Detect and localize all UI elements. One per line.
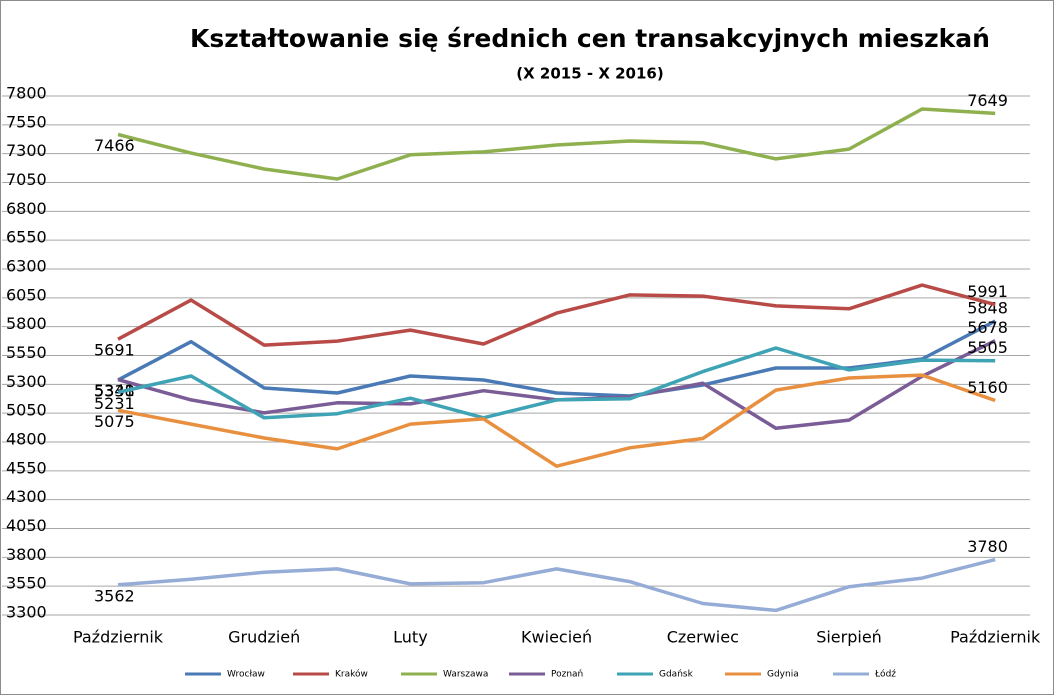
- data-label: 3780: [967, 537, 1008, 556]
- legend-label: Kraków: [335, 669, 368, 680]
- legend-label: Poznań: [551, 670, 583, 680]
- y-tick-label: 7550: [6, 112, 47, 131]
- x-tick-label: Kwiecień: [521, 628, 592, 647]
- y-tick-label: 5050: [6, 401, 47, 420]
- series-line: [117, 319, 997, 398]
- legend-label: Łódź: [874, 669, 896, 680]
- y-tick-label: 6800: [6, 199, 47, 218]
- series-line: [117, 107, 996, 181]
- x-tick-label: Luty: [393, 628, 428, 647]
- y-tick-label: 7050: [6, 170, 47, 189]
- y-tick-label: 5800: [6, 314, 47, 333]
- y-tick-label: 4800: [6, 430, 47, 449]
- data-label: 5848: [967, 299, 1008, 318]
- data-label: 5678: [967, 318, 1008, 337]
- y-tick-label: 6050: [6, 285, 47, 304]
- y-tick-label: 5550: [6, 343, 47, 362]
- data-label: 5160: [967, 378, 1008, 397]
- x-tick-label: Październik: [950, 628, 1041, 647]
- series-line: [117, 283, 996, 347]
- series-line: [117, 346, 996, 420]
- legend-label: Gdynia: [767, 670, 799, 680]
- y-tick-label: 6300: [6, 257, 47, 276]
- chart-title: Kształtowanie się średnich cen transakcy…: [190, 24, 990, 53]
- y-tick-label: 6550: [6, 228, 47, 247]
- x-tick-label: Październik: [73, 628, 164, 647]
- series-line: [117, 557, 996, 613]
- y-tick-label: 5300: [6, 372, 47, 391]
- y-tick-label: 7800: [6, 84, 47, 103]
- y-tick-label: 4050: [6, 516, 47, 535]
- y-tick-label: 7300: [6, 141, 47, 160]
- data-label: 5505: [967, 338, 1008, 357]
- x-tick-label: Grudzień: [228, 628, 300, 647]
- data-label: 7649: [967, 91, 1008, 110]
- y-tick-label: 3800: [6, 545, 47, 564]
- data-label: 5691: [94, 341, 135, 360]
- y-tick-label: 3300: [6, 603, 47, 622]
- y-tick-label: 4550: [6, 458, 47, 477]
- legend-label: Warszawa: [443, 670, 488, 680]
- legend-label: Wrocław: [227, 670, 265, 680]
- data-label: 3562: [94, 586, 135, 605]
- data-label: 5341: [94, 381, 135, 400]
- y-tick-label: 4300: [6, 487, 47, 506]
- y-tick-label: 3550: [6, 574, 47, 593]
- x-tick-label: Sierpień: [816, 628, 882, 647]
- data-label: 7466: [94, 136, 135, 155]
- data-label: 5231: [94, 394, 135, 413]
- x-tick-label: Czerwiec: [667, 628, 739, 647]
- chart-subtitle: (X 2015 - X 2016): [516, 65, 663, 83]
- legend-label: Gdańsk: [659, 670, 694, 680]
- series-line: [117, 373, 996, 468]
- data-label: 5991: [967, 282, 1008, 301]
- data-label: 5075: [94, 412, 135, 431]
- data-label: 5338: [94, 381, 135, 400]
